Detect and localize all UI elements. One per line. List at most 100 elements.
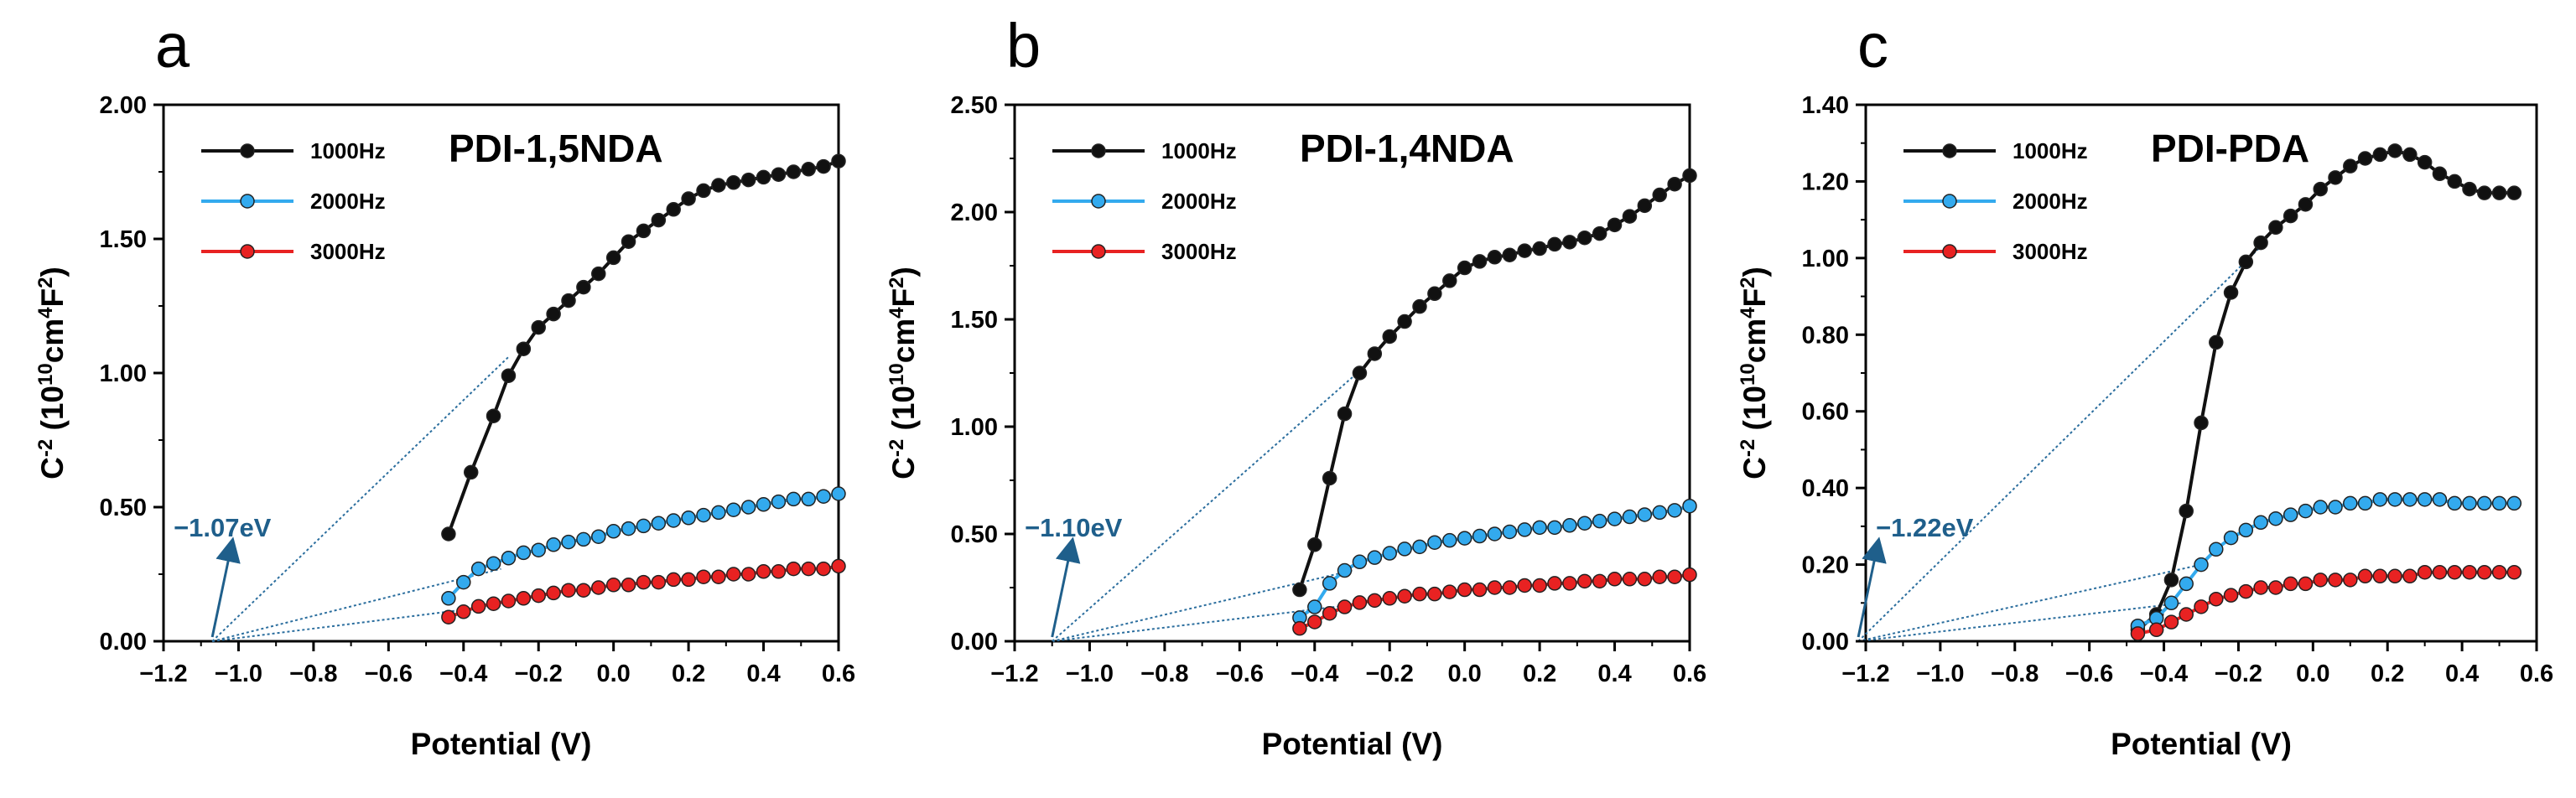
data-point-2000Hz (651, 516, 667, 531)
data-point-3000Hz (2432, 564, 2448, 580)
data-point-1000Hz (2372, 147, 2388, 163)
data-point-2000Hz (1472, 528, 1488, 544)
legend-label-1000Hz: 1000Hz (310, 138, 386, 163)
x-tick-label: −0.2 (2215, 661, 2262, 687)
data-point-2000Hz (831, 486, 846, 501)
data-point-1000Hz (2357, 151, 2373, 166)
data-point-3000Hz (2283, 576, 2298, 592)
data-point-3000Hz (1667, 569, 1682, 584)
panel-letter: c (1857, 11, 1888, 80)
data-point-2000Hz (740, 500, 756, 515)
data-point-1000Hz (636, 223, 652, 239)
data-point-2000Hz (2343, 495, 2358, 511)
y-tick-label: 0.60 (1802, 399, 1849, 426)
data-point-3000Hz (2194, 599, 2209, 614)
data-point-3000Hz (681, 572, 696, 588)
data-point-1000Hz (651, 212, 667, 228)
y-axis-label-part: 2 (1737, 277, 1759, 288)
data-point-1000Hz (786, 164, 802, 179)
data-point-1000Hz (666, 202, 681, 217)
data-point-1000Hz (1577, 230, 1592, 246)
x-tick-label: −1.0 (215, 661, 262, 687)
data-point-2000Hz (756, 497, 771, 512)
data-point-1000Hz (1607, 217, 1623, 233)
data-point-2000Hz (576, 531, 591, 547)
fit-line-1 (1857, 246, 2262, 642)
y-axis-label-part: C (886, 457, 921, 479)
data-point-1000Hz (441, 526, 456, 542)
fit-line-2 (211, 567, 501, 642)
data-point-1000Hz (1487, 250, 1503, 265)
data-point-3000Hz (1427, 586, 1442, 602)
y-axis-label-part: F (35, 288, 70, 308)
data-point-3000Hz (2130, 626, 2146, 641)
data-point-3000Hz (1322, 605, 1337, 621)
legend-marker-2000Hz (1091, 194, 1106, 209)
y-axis-label-part: ) (1737, 267, 1772, 277)
x-tick-label: 0.6 (2520, 661, 2553, 687)
data-point-1000Hz (2447, 174, 2462, 189)
data-point-3000Hz (1382, 591, 1397, 606)
data-point-3000Hz (651, 574, 667, 590)
data-point-1000Hz (771, 167, 787, 182)
panel-letter: a (155, 11, 190, 80)
data-point-1000Hz (2298, 197, 2314, 212)
data-point-1000Hz (756, 169, 771, 185)
data-point-2000Hz (605, 524, 621, 539)
y-axis-label-part: ) (886, 267, 921, 277)
data-point-1000Hz (1337, 406, 1353, 422)
data-point-1000Hz (501, 368, 517, 383)
data-point-1000Hz (2417, 154, 2433, 170)
y-tick-label: 1.00 (951, 414, 998, 441)
data-point-2000Hz (2313, 500, 2328, 515)
data-point-3000Hz (621, 578, 636, 593)
data-point-3000Hz (740, 567, 756, 582)
data-point-3000Hz (2357, 568, 2373, 584)
y-tick-label: 2.00 (100, 92, 147, 119)
legend-marker-1000Hz (1942, 143, 1957, 158)
data-point-1000Hz (486, 408, 501, 423)
y-axis-label: C-2 (1010cm4F2) (34, 267, 70, 479)
data-point-3000Hz (756, 564, 771, 579)
data-point-2000Hz (1502, 524, 1518, 540)
data-point-2000Hz (1337, 562, 1353, 578)
data-point-3000Hz (2402, 568, 2418, 584)
data-point-1000Hz (561, 293, 576, 308)
data-point-2000Hz (771, 494, 787, 510)
data-point-1000Hz (2179, 503, 2194, 519)
y-axis-label-part: (10 (35, 386, 70, 439)
data-point-3000Hz (501, 593, 517, 609)
data-point-1000Hz (1412, 298, 1427, 314)
data-point-3000Hz (470, 598, 486, 614)
data-point-2000Hz (1652, 505, 1667, 521)
legend-label-3000Hz: 3000Hz (2012, 239, 2088, 264)
data-point-2000Hz (2328, 500, 2343, 515)
legend-label-1000Hz: 1000Hz (1161, 138, 1237, 163)
data-point-1000Hz (2283, 208, 2298, 224)
y-tick-label: 1.50 (951, 307, 998, 334)
y-axis-label-part: ) (35, 267, 70, 277)
data-point-2000Hz (1487, 526, 1503, 542)
data-point-1000Hz (2432, 166, 2448, 182)
annotation-arrow (1051, 536, 1081, 638)
x-tick-label: −0.4 (1291, 661, 1338, 687)
data-point-2000Hz (2491, 495, 2507, 511)
data-point-2000Hz (456, 574, 471, 590)
data-point-1000Hz (531, 319, 546, 335)
data-point-3000Hz (2506, 564, 2522, 580)
data-point-1000Hz (1457, 260, 1472, 276)
y-tick-label: 2.50 (951, 92, 998, 119)
data-point-3000Hz (1562, 576, 1577, 591)
data-point-2000Hz (470, 561, 486, 577)
data-point-2000Hz (2238, 522, 2254, 538)
data-point-1000Hz (726, 175, 741, 190)
x-tick-label: 0.6 (1673, 661, 1706, 687)
data-point-3000Hz (2462, 564, 2477, 580)
data-point-2000Hz (801, 491, 816, 507)
data-point-2000Hz (2506, 495, 2522, 511)
y-axis-label-part: cm (35, 319, 70, 363)
data-point-1000Hz (2491, 185, 2507, 200)
data-point-3000Hz (1442, 584, 1457, 599)
data-point-3000Hz (786, 561, 802, 577)
